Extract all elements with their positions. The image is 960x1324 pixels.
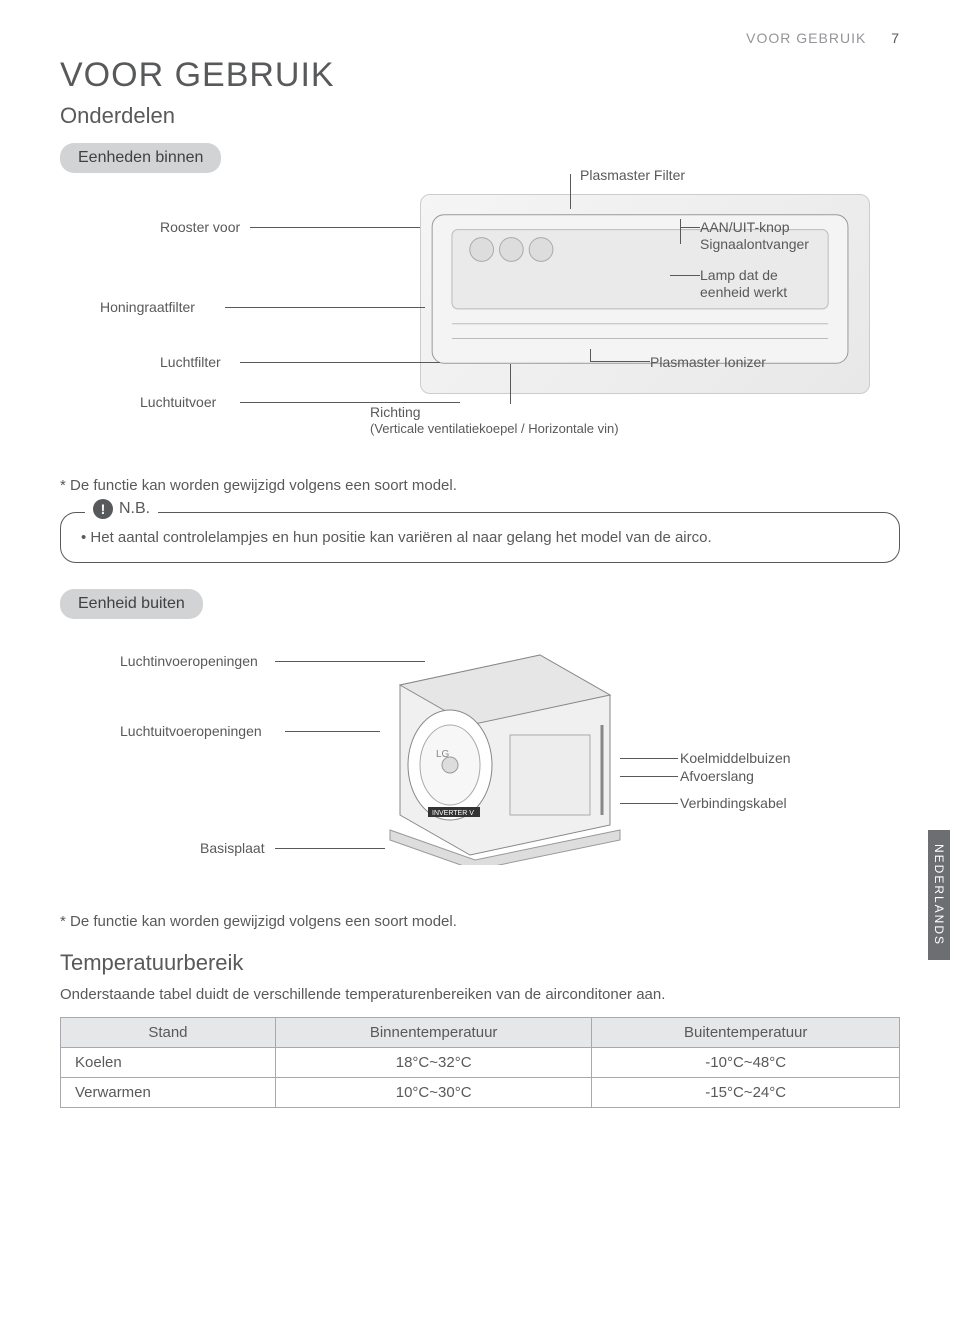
indoor-diagram: Plasmaster Filter Rooster voor AAN/UIT-k… (60, 189, 900, 459)
outdoor-pill: Eenheid buiten (60, 589, 203, 619)
label-aan-uit: AAN/UIT-knop (700, 219, 789, 235)
page-title: VOOR GEBRUIK (60, 56, 900, 95)
cell-indoor: 10°C~30°C (275, 1078, 592, 1108)
label-verbindingskabel: Verbindingskabel (680, 795, 787, 811)
col-stand: Stand (61, 1018, 276, 1048)
label-koelmiddel: Koelmiddelbuizen (680, 750, 791, 766)
running-header: VOOR GEBRUIK 7 (60, 30, 900, 46)
svg-text:INVERTER V: INVERTER V (432, 810, 474, 817)
temp-heading: Temperatuurbereik (60, 950, 900, 976)
note-badge: ! N.B. (85, 499, 158, 519)
note-box: ! N.B. Het aantal controlelampjes en hun… (60, 512, 900, 563)
label-lamp-l2: eenheid werkt (700, 284, 787, 300)
table-header-row: Stand Binnentemperatuur Buitentemperatuu… (61, 1018, 900, 1048)
col-buiten: Buitentemperatuur (592, 1018, 900, 1048)
language-tab: NEDERLANDS (928, 830, 950, 960)
cell-outdoor: -10°C~48°C (592, 1048, 900, 1078)
label-luchtuitvoer: Luchtuitvoer (140, 394, 216, 410)
label-richting-l1: Richting (370, 404, 421, 420)
header-section-label: VOOR GEBRUIK (746, 30, 866, 46)
label-lamp-l1: Lamp dat de (700, 267, 778, 283)
page-subtitle: Onderdelen (60, 103, 900, 129)
cell-mode: Koelen (61, 1048, 276, 1078)
note-label: N.B. (119, 500, 150, 518)
label-richting-l2: (Verticale ventilatiekoepel / Horizontal… (370, 421, 619, 436)
temperature-table: Stand Binnentemperatuur Buitentemperatuu… (60, 1017, 900, 1108)
table-row: Verwarmen 10°C~30°C -15°C~24°C (61, 1078, 900, 1108)
table-row: Koelen 18°C~32°C -10°C~48°C (61, 1048, 900, 1078)
col-binnen: Binnentemperatuur (275, 1018, 592, 1048)
label-rooster-voor: Rooster voor (160, 219, 240, 235)
temp-intro: Onderstaande tabel duidt de verschillend… (60, 986, 900, 1003)
label-luchtinvoer: Luchtinvoeropeningen (120, 653, 258, 669)
label-luchtuitvoer-out: Luchtuitvoeropeningen (120, 723, 262, 739)
label-honingraatfilter: Honingraatfilter (100, 299, 195, 315)
note-text: Het aantal controlelampjes en hun positi… (81, 529, 879, 546)
page-number: 7 (891, 30, 900, 46)
cell-mode: Verwarmen (61, 1078, 276, 1108)
label-luchtfilter: Luchtfilter (160, 354, 221, 370)
cell-indoor: 18°C~32°C (275, 1048, 592, 1078)
indoor-pill: Eenheden binnen (60, 143, 221, 173)
label-plasmaster-ionizer: Plasmaster Ionizer (650, 354, 766, 370)
label-signaalontvanger: Signaalontvanger (700, 236, 809, 252)
label-basisplaat: Basisplaat (200, 840, 265, 856)
outdoor-unit-illustration: LG INVERTER V (360, 635, 640, 865)
svg-text:LG: LG (436, 749, 450, 760)
outdoor-footnote: * De functie kan worden gewijzigd volgen… (60, 913, 900, 930)
cell-outdoor: -15°C~24°C (592, 1078, 900, 1108)
label-plasmaster-filter: Plasmaster Filter (580, 167, 685, 183)
indoor-unit-illustration (420, 194, 870, 394)
outdoor-diagram: LG INVERTER V Luchtinvoeropeningen Lucht… (60, 635, 900, 895)
label-afvoerslang: Afvoerslang (680, 768, 754, 784)
document-page: VOOR GEBRUIK 7 VOOR GEBRUIK Onderdelen E… (0, 0, 960, 1148)
indoor-footnote: * De functie kan worden gewijzigd volgen… (60, 477, 900, 494)
exclamation-icon: ! (93, 499, 113, 519)
